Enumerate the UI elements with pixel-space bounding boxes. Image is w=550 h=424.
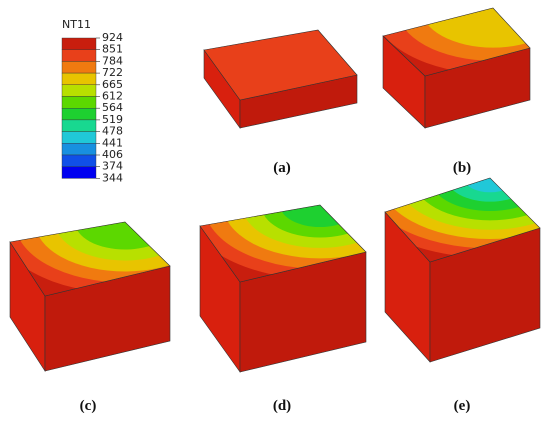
legend-label: 924 — [102, 31, 123, 44]
legend-label: 564 — [102, 101, 123, 114]
panel-label: (e) — [454, 398, 471, 414]
box-top-edge — [203, 29, 358, 101]
box-top-edge — [384, 177, 541, 263]
box-top-edge — [199, 204, 367, 283]
legend-label: 665 — [102, 78, 123, 91]
legend-label: 851 — [102, 43, 123, 56]
box-top-edge — [382, 7, 531, 77]
legend-swatch — [61, 37, 97, 50]
legend-label: 519 — [102, 113, 123, 126]
legend-swatch — [61, 154, 97, 167]
box-top-edge — [9, 221, 171, 297]
legend-swatch — [61, 61, 97, 74]
legend-label: 344 — [102, 171, 123, 184]
legend-swatch — [61, 166, 97, 179]
legend-label: 784 — [102, 54, 123, 67]
legend-swatch — [61, 96, 97, 109]
box — [382, 7, 531, 129]
legend-label: 441 — [102, 136, 123, 149]
box — [199, 204, 367, 373]
legend-swatch — [61, 84, 97, 97]
panel-label: (c) — [80, 398, 97, 414]
legend-label: 406 — [102, 148, 123, 161]
legend-label: 612 — [102, 90, 123, 103]
legend-swatch — [61, 143, 97, 156]
box — [203, 29, 358, 129]
legend-label: 478 — [102, 125, 123, 138]
legend-swatch — [61, 49, 97, 62]
legend-swatch — [61, 131, 97, 144]
legend-label: 722 — [102, 66, 123, 79]
legend-swatch — [61, 72, 97, 85]
contours — [204, 30, 357, 100]
box — [384, 177, 541, 363]
legend-swatch — [61, 107, 97, 121]
legend-swatch — [61, 119, 97, 132]
panel-label: (a) — [273, 160, 291, 176]
legend-label: 374 — [102, 160, 123, 173]
legend-title: NT11 — [62, 18, 91, 31]
panel-label: (d) — [273, 398, 291, 414]
contour-band — [204, 30, 357, 100]
panel-label: (b) — [453, 160, 471, 176]
